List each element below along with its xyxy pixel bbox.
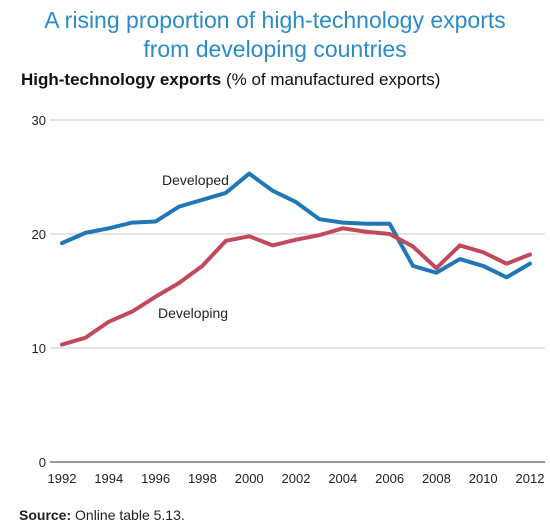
x-tick-label: 2010 xyxy=(469,471,498,486)
x-tick-label: 1998 xyxy=(188,471,217,486)
x-tick-label: 2006 xyxy=(375,471,404,486)
series-label-developing: Developing xyxy=(158,305,228,321)
series-line-developed xyxy=(60,171,532,280)
x-tick-label: 1994 xyxy=(94,471,123,486)
y-tick-labels: 0 10 20 30 xyxy=(32,113,46,470)
subtitle-bold: High-technology exports xyxy=(21,70,222,89)
series-labels: Developed Developing xyxy=(158,172,229,321)
series-label-developed: Developed xyxy=(162,172,229,188)
x-tick-label: 2000 xyxy=(235,471,264,486)
series-line-developing xyxy=(60,226,532,347)
y-tick-label: 30 xyxy=(32,113,46,128)
source-text: Online table 5.13. xyxy=(71,507,185,523)
chart-title-line-2: from developing countries xyxy=(143,36,407,62)
y-tick-label: 20 xyxy=(32,227,46,242)
gridlines xyxy=(50,119,545,349)
x-tick-labels: 1992 1994 1996 1998 2000 2002 2004 2006 2008 2010… xyxy=(48,471,545,486)
chart-title-line-1: A rising proportion of high-technology e… xyxy=(44,7,506,33)
subtitle-rest: (% of manufactured exports) xyxy=(221,70,441,89)
source-note: Source: Online table 5.13. xyxy=(19,507,185,523)
x-tick-label: 2002 xyxy=(282,471,311,486)
x-tick-label: 2008 xyxy=(422,471,451,486)
y-tick-label: 0 xyxy=(39,455,46,470)
x-tick-label: 2004 xyxy=(328,471,357,486)
source-label: Source: xyxy=(19,507,72,523)
x-tick-label: 1992 xyxy=(48,471,77,486)
x-tick-label: 2012 xyxy=(516,471,545,486)
series-lines xyxy=(60,171,532,347)
x-tick-label: 1996 xyxy=(141,471,170,486)
chart-subtitle: High-technology exports (% of manufactur… xyxy=(21,70,440,90)
y-tick-label: 10 xyxy=(32,341,46,356)
